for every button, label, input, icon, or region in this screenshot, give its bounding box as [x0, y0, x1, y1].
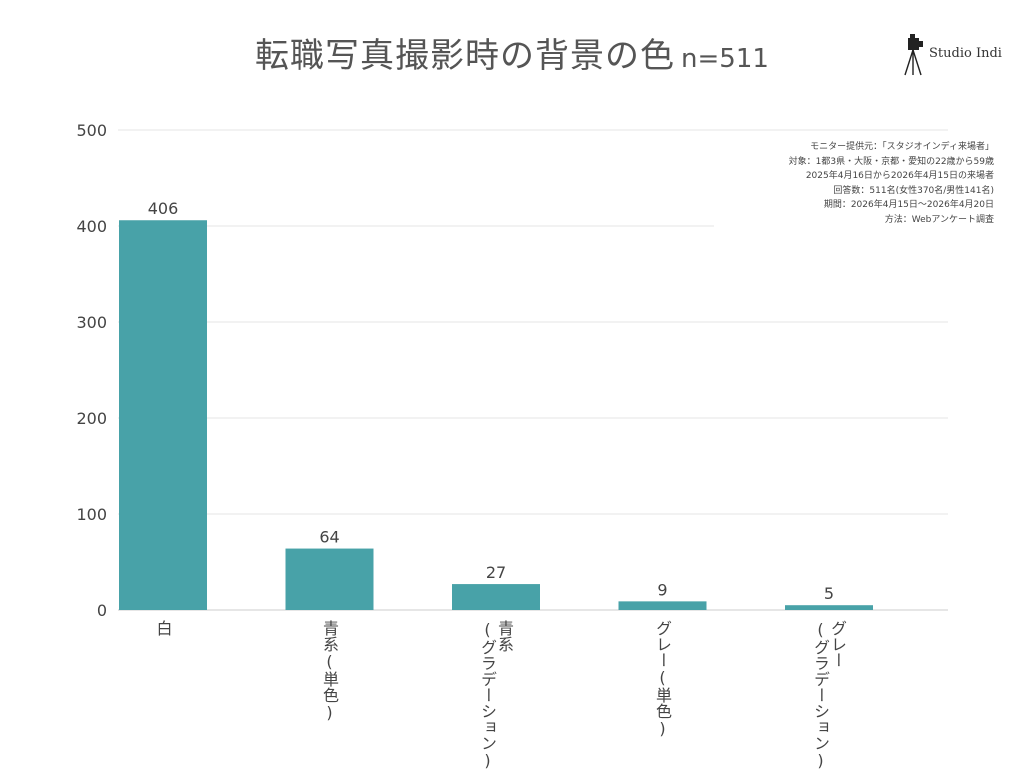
note-line: 期間：2026年4月15日〜2026年4月20日: [823, 200, 994, 210]
note-line: 方法：Webアンケート調査: [884, 214, 994, 225]
data-label: 27: [486, 563, 506, 582]
y-tick-label: 400: [76, 217, 107, 236]
bar: [119, 220, 207, 611]
logo-text: Studio Indi: [929, 46, 1002, 61]
x-tick-label-main: グレー: [828, 620, 847, 668]
note-line: 回答数：511名(女性370名/男性141名): [833, 185, 994, 196]
x-tick-label-main: グレー(単色): [653, 620, 672, 738]
sample-size: n=511: [681, 44, 769, 74]
x-tick-label: 白: [153, 620, 173, 636]
x-tick-label-main: 青系(単色): [320, 620, 339, 722]
x-tick-label-main: 青系: [495, 620, 514, 652]
x-tick-label: 青系(単色): [320, 620, 339, 722]
x-tick-label: 青系 (グラデーション): [478, 620, 514, 770]
x-tick-label-sub: (グラデーション): [811, 620, 830, 770]
studio-logo: Studio Indi: [902, 34, 1012, 78]
data-label: 5: [824, 584, 834, 603]
survey-notes: モニター提供元：「スタジオインディ来場者」 対象：1都3県・大阪・京都・愛知の2…: [714, 140, 994, 227]
x-tick-label: グレー(単色): [653, 620, 672, 738]
bar: [452, 584, 540, 610]
camera-tripod-icon: [904, 34, 923, 76]
y-tick-label: 200: [76, 409, 107, 428]
x-tick-label-sub: (グラデーション): [478, 620, 497, 770]
y-tick-label: 0: [97, 601, 107, 620]
bar: [285, 548, 374, 610]
note-line: 対象：1都3県・大阪・京都・愛知の22歳から59歳: [788, 156, 994, 167]
bar: [785, 605, 873, 610]
title-text: 転職写真撮影時の背景の色: [255, 36, 676, 76]
y-tick-label: 100: [76, 505, 107, 524]
chart-title: 転職写真撮影時の背景の色 n=511: [0, 28, 1024, 88]
data-label: 406: [148, 199, 179, 218]
y-tick-label: 500: [76, 121, 107, 140]
y-tick-label: 300: [76, 313, 107, 332]
bar-chart: 0 100 200 300 400 500 406 64 27 9 5: [76, 121, 948, 620]
data-label: 9: [657, 580, 667, 599]
x-tick-label: グレー (グラデーション): [811, 620, 847, 770]
x-tick-label-main: 白: [153, 620, 173, 636]
note-line: 2025年4月16日から2026年4月15日の来場者: [805, 171, 994, 181]
data-label: 64: [319, 528, 339, 547]
bar: [618, 601, 707, 610]
note-line: モニター提供元：「スタジオインディ来場者」: [810, 142, 994, 152]
